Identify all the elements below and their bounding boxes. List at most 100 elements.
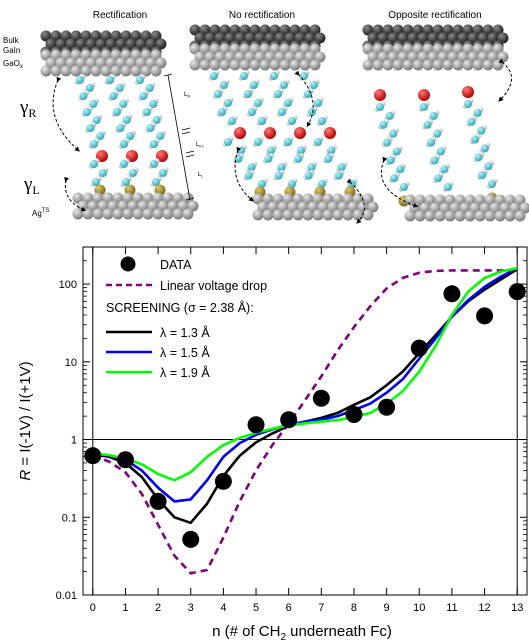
x-tick-label: 10 bbox=[413, 602, 425, 614]
series-line-1 bbox=[92, 269, 518, 575]
y-axis-ticks: 0.01 0.1 1 10 100 bbox=[56, 260, 527, 602]
alkyl-chain bbox=[148, 158, 169, 187]
y-axis-title: R = I(-1V) / I(+1V) bbox=[17, 361, 34, 480]
label-bulk: Bulk bbox=[3, 36, 20, 45]
ferrocene bbox=[156, 150, 168, 162]
x-axis-title: n (# of CH2 underneath Fc) bbox=[212, 623, 392, 643]
x-tick-label: 0 bbox=[90, 602, 96, 614]
series-layer bbox=[84, 266, 526, 575]
ferrocene bbox=[324, 127, 336, 139]
x-tick-label: 11 bbox=[446, 602, 457, 614]
legend-marker-data bbox=[120, 256, 136, 272]
panel-opposite-rectification bbox=[362, 24, 529, 222]
coupling-arrows bbox=[52, 58, 512, 224]
ferrocene bbox=[418, 89, 430, 101]
legend-label-lambda-1-5: λ = 1.5 Å bbox=[160, 345, 210, 360]
reference-lines bbox=[83, 247, 527, 595]
x-tick-label: 8 bbox=[351, 602, 357, 614]
x-tick-label: 2 bbox=[155, 602, 161, 614]
data-point bbox=[443, 285, 461, 303]
y-tick-label: 10 bbox=[65, 357, 77, 369]
legend-label-lambda-1-9: λ = 1.9 Å bbox=[160, 365, 210, 380]
alkyl-chain bbox=[252, 136, 298, 189]
alkyl-chain bbox=[268, 70, 298, 126]
gamma-r-label: γR bbox=[19, 97, 36, 120]
ferrocene bbox=[96, 150, 108, 162]
label-gain: GaIn bbox=[3, 46, 20, 55]
data-point bbox=[247, 416, 265, 434]
ferrocene bbox=[374, 89, 386, 101]
panel-title-rectification: Rectification bbox=[93, 10, 147, 21]
label-ag-ts: AgTS bbox=[32, 208, 49, 218]
ferrocene bbox=[294, 127, 306, 139]
alkyl-chain bbox=[208, 70, 238, 126]
legend-screening-header: SCREENING (σ = 2.38 Å): bbox=[106, 300, 254, 315]
electrode-top-oxide bbox=[189, 43, 326, 71]
y-tick-label: 0.01 bbox=[56, 590, 77, 602]
alkyl-chain bbox=[298, 70, 328, 126]
ferrocene bbox=[462, 86, 474, 98]
y-tick-label: 1 bbox=[71, 435, 77, 447]
electrode-bottom-agts bbox=[252, 193, 379, 221]
x-tick-label: 7 bbox=[318, 602, 324, 614]
ferrocene bbox=[234, 127, 246, 139]
electrode-top-oxide bbox=[40, 49, 167, 77]
data-point bbox=[378, 398, 396, 416]
data-point bbox=[116, 451, 134, 469]
alkyl-chain bbox=[462, 98, 498, 189]
dim-label-lfc: LFc bbox=[196, 142, 204, 149]
alkyl-chain bbox=[88, 158, 109, 187]
ferrocene bbox=[264, 127, 276, 139]
data-point bbox=[280, 411, 298, 429]
data-point bbox=[312, 389, 330, 407]
alkyl-chain bbox=[374, 101, 410, 192]
dim-label-lr: LR bbox=[184, 92, 190, 99]
data-point bbox=[182, 530, 200, 548]
data-point bbox=[84, 447, 102, 465]
data-point bbox=[345, 405, 363, 423]
electrode-bottom-agts bbox=[72, 192, 199, 220]
data-point bbox=[508, 283, 526, 301]
x-tick-label: 13 bbox=[511, 602, 523, 614]
x-tick-label: 3 bbox=[188, 602, 194, 614]
alkyl-chain bbox=[104, 74, 136, 149]
electrode-bottom-agts bbox=[404, 194, 529, 222]
legend-label-lambda-1-3: λ = 1.3 Å bbox=[160, 325, 210, 340]
data-point bbox=[149, 492, 167, 510]
x-tick-label: 1 bbox=[122, 602, 128, 614]
alkyl-chain bbox=[118, 158, 139, 187]
panel-no-rectification bbox=[189, 24, 379, 221]
molecular-junction-schematic: Rectification No rectification Opposite … bbox=[3, 10, 529, 224]
x-tick-label: 12 bbox=[478, 602, 490, 614]
alkyl-chain bbox=[134, 74, 166, 149]
alkyl-chain bbox=[238, 70, 268, 126]
y-tick-label: 100 bbox=[59, 279, 77, 291]
alkyl-chain bbox=[282, 136, 328, 189]
alkyl-chain bbox=[74, 74, 106, 149]
electrode-top-oxide bbox=[362, 43, 509, 71]
alkyl-chain bbox=[312, 136, 358, 189]
legend: DATA Linear voltage drop SCREENING (σ = … bbox=[106, 256, 267, 380]
ferrocene bbox=[126, 150, 138, 162]
length-dimension-markers: LR LFc LL bbox=[163, 73, 204, 201]
data-point bbox=[214, 472, 232, 490]
series-line-4 bbox=[92, 266, 518, 482]
x-axis-ticks: 0 1 2 3 4 5 6 7 8 9 10 11 12 13 bbox=[90, 247, 523, 614]
alkyl-chain bbox=[418, 101, 454, 192]
x-tick-label: 4 bbox=[220, 602, 226, 614]
legend-label-data: DATA bbox=[160, 258, 192, 272]
panel-title-opposite-rectification: Opposite rectification bbox=[388, 10, 481, 21]
x-tick-label: 5 bbox=[253, 602, 259, 614]
gamma-l-label: γL bbox=[23, 174, 40, 197]
panel-title-no-rectification: No rectification bbox=[229, 10, 295, 21]
data-point bbox=[410, 339, 428, 357]
plot-frame bbox=[82, 246, 528, 596]
x-tick-label: 9 bbox=[384, 602, 390, 614]
y-tick-label: 0.1 bbox=[62, 512, 77, 524]
legend-label-linear: Linear voltage drop bbox=[160, 279, 267, 293]
label-gaox: GaOx bbox=[3, 59, 23, 70]
panel-rectification bbox=[40, 30, 199, 220]
x-tick-label: 6 bbox=[286, 602, 292, 614]
